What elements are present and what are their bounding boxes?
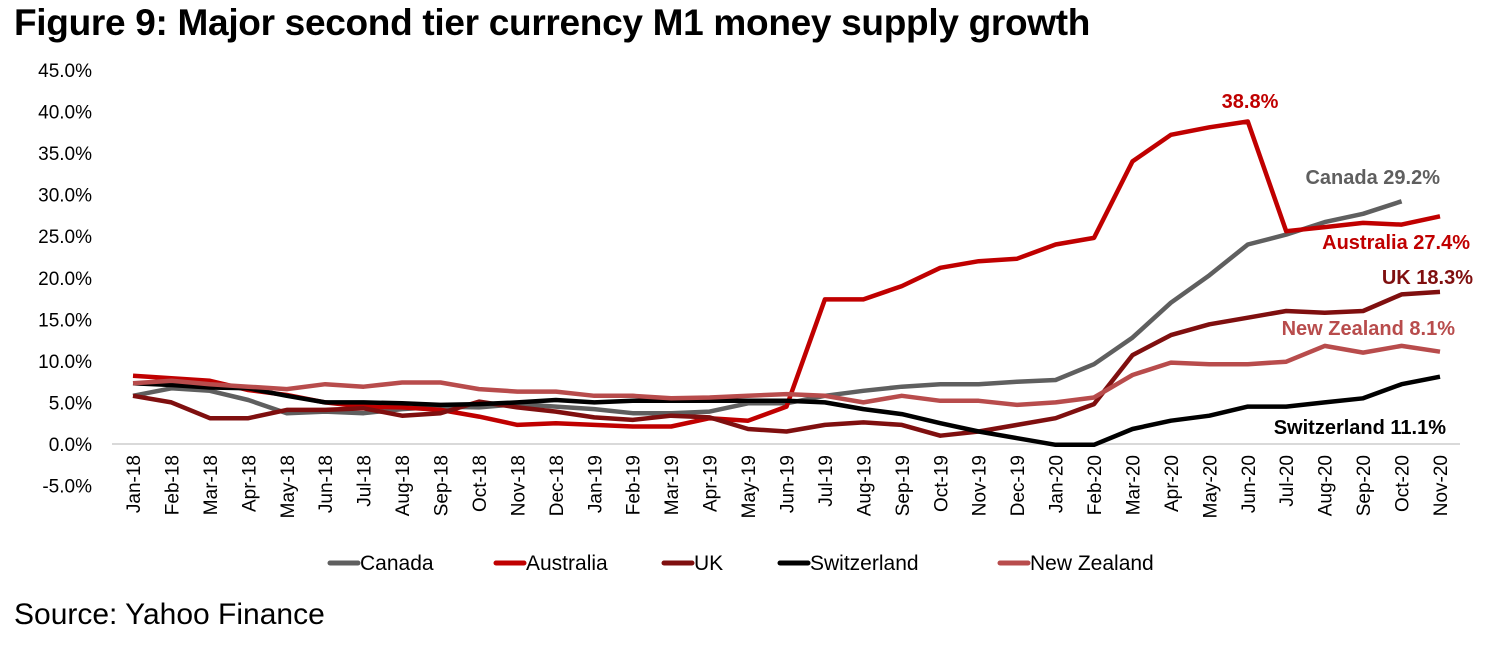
series-line-uk [132,289,1441,438]
data-label-canada: Canada 29.2% [1305,167,1440,189]
legend-label: Switzerland [810,552,919,575]
x-tick-label: Aug-19 [854,455,875,516]
y-tick-label: 5.0% [49,393,92,414]
x-tick-label: Aug-18 [393,455,414,516]
x-tick-label: Apr-19 [701,455,722,512]
x-tick-label: Jun-20 [1239,455,1260,513]
data-label-new-zealand: New Zealand 8.1% [1282,318,1456,340]
series-line-canada [132,199,1403,416]
series-line-switzerland [132,374,1441,448]
x-tick-label: Oct-20 [1393,455,1414,512]
x-tick-label: Feb-19 [624,455,645,515]
x-tick-label: Dec-19 [1008,455,1029,516]
y-tick-label: 35.0% [38,144,92,165]
figure-title: Figure 9: Major second tier currency M1 … [14,2,1091,43]
legend-label: Australia [526,552,608,575]
data-label-australia: 38.8% [1222,91,1279,113]
x-tick-label: Oct-19 [931,455,952,512]
x-tick-label: Jun-19 [778,455,799,513]
annotations: 38.8% Canada 29.2% Australia 27.4% UK 18.3%… [1222,91,1474,439]
x-tick-label: Jul-19 [816,455,837,507]
legend: Canada Australia UK Switzerland New Zealand [327,552,1154,575]
x-tick-label: Sep-19 [893,455,914,516]
legend-label: New Zealand [1030,552,1154,575]
y-tick-label: 10.0% [38,352,92,373]
x-tick-label: Sep-18 [432,455,453,516]
x-tick-label: Feb-20 [1085,455,1106,515]
x-tick-label: Apr-18 [239,455,260,512]
x-tick-label: Mar-20 [1123,455,1144,515]
x-axis: Jan-18 Feb-18 Mar-18 Apr-18 May-18 Jun-18 Jul-… [124,455,1452,518]
x-tick-label: Nov-19 [970,455,991,516]
y-tick-label: -5.0% [42,477,92,498]
y-tick-label: 20.0% [38,269,92,290]
data-label-australia: Australia 27.4% [1322,232,1470,254]
y-tick-label: 40.0% [38,103,92,124]
x-tick-label: Aug-20 [1316,455,1337,516]
series-line-new-zealand [132,343,1441,408]
legend-label: Canada [360,552,434,575]
x-tick-label: Sep-20 [1354,455,1375,516]
series-line-australia [132,119,1441,429]
data-label-uk: UK 18.3% [1382,267,1473,289]
series-lines [132,119,1441,448]
x-tick-label: Nov-20 [1431,455,1452,516]
y-axis: -5.0% 0.0% 5.0% 10.0% 15.0% 20.0% 25.0% 30.0% 35… [38,61,92,498]
data-label-switzerland: Switzerland 11.1% [1274,417,1447,439]
y-tick-label: 15.0% [38,310,92,331]
x-tick-label: Jan-20 [1047,455,1068,513]
y-tick-label: 30.0% [38,186,92,207]
x-tick-label: Jun-18 [316,455,337,513]
x-tick-label: Mar-18 [201,455,222,515]
x-tick-label: Jul-20 [1277,455,1298,507]
x-tick-label: May-20 [1200,455,1221,518]
x-tick-label: Dec-18 [547,455,568,516]
y-tick-label: 25.0% [38,227,92,248]
x-tick-label: May-18 [278,455,299,518]
x-tick-label: May-19 [739,455,760,518]
x-tick-label: Nov-18 [508,455,529,516]
source-note: Source: Yahoo Finance [14,598,325,631]
y-tick-label: 45.0% [38,61,92,82]
x-tick-label: Jan-18 [124,455,145,513]
x-tick-label: Mar-19 [662,455,683,515]
x-tick-label: Apr-20 [1162,455,1183,512]
x-tick-label: Jul-18 [355,455,376,507]
x-tick-label: Feb-18 [162,455,183,515]
x-tick-label: Oct-18 [470,455,491,512]
x-tick-label: Jan-19 [585,455,606,513]
y-tick-label: 0.0% [49,435,92,456]
legend-label: UK [694,552,723,575]
